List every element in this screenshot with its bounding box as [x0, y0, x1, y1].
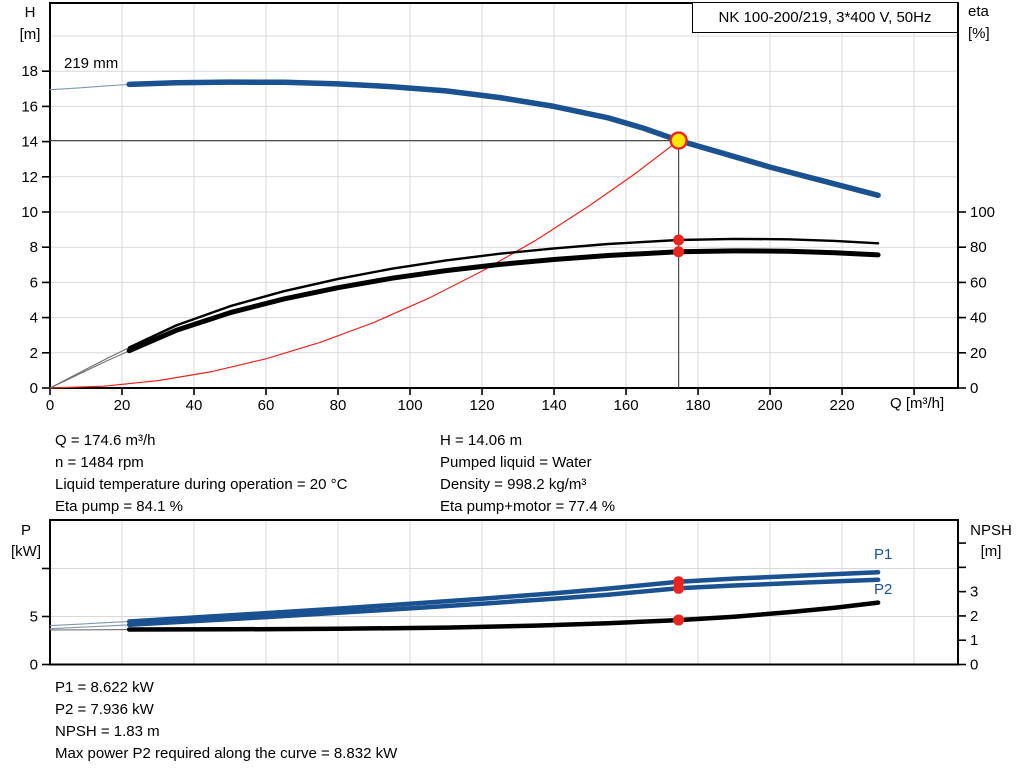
eta-axis-unit: [%] [968, 25, 990, 42]
y-left-tick-label: 14 [21, 134, 38, 151]
eta-pump-curve [127, 237, 880, 349]
npsh-curve-lead [49, 628, 134, 631]
y-left-tick-label: 6 [30, 274, 38, 291]
npsh-axis-label: NPSH [970, 522, 1012, 539]
x-tick-label: 0 [46, 397, 54, 414]
power-info: P1 = 8.622 kW P2 = 7.936 kW NPSH = 1.83 … [55, 677, 397, 765]
info-p1: P1 = 8.622 kW [55, 679, 154, 696]
y-left-tick-label: 18 [21, 63, 38, 80]
head-curve-lead [49, 83, 134, 91]
x-tick-label: 160 [614, 397, 639, 414]
y-left-tick-label: 2 [30, 345, 38, 362]
duty-info-left: Q = 174.6 m³/h n = 1484 rpm Liquid tempe… [55, 430, 347, 518]
head-capacity-chart: 0 20 40 60 80 100 120 140 160 180 200 2200246810121… [21, 2, 995, 414]
y-right-tick-label: 100 [970, 204, 995, 221]
duty-point [669, 131, 688, 150]
y-right-tick-label: 20 [970, 345, 987, 362]
y-right-tick-label: 80 [970, 239, 987, 256]
npsh-axis-unit: [m] [980, 543, 1002, 560]
y-right-tick-label: 60 [970, 274, 987, 291]
info-max-power: Max power P2 required along the curve = … [55, 745, 398, 762]
x-tick-label: 60 [258, 397, 275, 414]
info-npsh: NPSH = 1.83 m [55, 723, 160, 740]
y-right-tick-label: 2 [970, 608, 978, 625]
x-tick-label: 80 [330, 397, 347, 414]
y-right-tick-label: 40 [970, 310, 987, 327]
info-h: H = 14.06 m [440, 432, 523, 449]
p-axis-label: P [20, 522, 31, 539]
x-tick-label: 100 [398, 397, 423, 414]
info-eta-pump-motor: Eta pump+motor = 77.4 % [440, 498, 616, 515]
p1-curve [126, 570, 881, 624]
y-left-tick-label: 12 [21, 169, 38, 186]
info-q: Q = 174.6 m³/h [55, 432, 156, 449]
eta-pump-motor-curve [126, 248, 881, 354]
x-tick-label: 220 [830, 397, 855, 414]
npsh-point [673, 614, 685, 626]
duty-info-right: H = 14.06 m Pumped liquid = Water Densit… [440, 430, 615, 518]
y-right-tick-label: 1 [970, 632, 978, 649]
info-speed: n = 1484 rpm [55, 454, 144, 471]
x-tick-label: 200 [758, 397, 783, 414]
eta-pump-motor-point [673, 246, 685, 258]
eta-axis-label: eta [968, 3, 989, 20]
power-npsh-chart: 0 5 0 1 2 3 [30, 519, 978, 674]
x-tick-label: 180 [686, 397, 711, 414]
info-p2: P2 = 7.936 kW [55, 701, 154, 718]
eta-pump-curve-lead [49, 345, 134, 389]
y-left-tick-label: 8 [30, 239, 38, 256]
y-left-tick-label: 0 [30, 657, 38, 674]
x-tick-label: 140 [542, 397, 567, 414]
eta-pump-motor-curve-lead [49, 348, 134, 389]
y-right-tick-label: 0 [970, 380, 978, 397]
info-eta-pump: Eta pump = 84.1 % [55, 498, 183, 515]
npsh-curve [126, 600, 881, 632]
y-left-tick-label: 16 [21, 98, 38, 115]
h-axis-label: H [24, 4, 36, 21]
p1-curve-lead [49, 620, 134, 627]
chart-title: NK 100-200/219, 3*400 V, 50Hz [692, 2, 958, 33]
head-curve [126, 79, 881, 199]
p2-point [673, 582, 685, 594]
x-tick-label: 120 [470, 397, 495, 414]
system-curve [49, 139, 680, 389]
x-tick-label: 20 [114, 397, 131, 414]
p-axis-unit: [kW] [11, 543, 41, 560]
eta-pump-point [673, 234, 685, 246]
y-left-tick-label: 0 [30, 380, 38, 397]
p2-curve-label: P2 [874, 581, 893, 598]
plot-frame [49, 519, 959, 666]
x-tick-label: 40 [186, 397, 203, 414]
p1-curve-label: P1 [874, 546, 893, 563]
y-right-tick-label: 0 [970, 657, 978, 674]
y-left-tick-label: 4 [30, 310, 38, 327]
info-density: Density = 998.2 kg/m³ [440, 476, 587, 493]
info-liquid-temp: Liquid temperature during operation = 20… [55, 476, 348, 493]
info-pumped-liquid: Pumped liquid = Water [440, 454, 592, 471]
p2-curve [126, 577, 881, 628]
p2-curve-lead [49, 624, 134, 630]
impeller-size-label: 219 mm [64, 55, 119, 72]
y-left-tick-label: 5 [30, 608, 38, 625]
plot-frame [49, 2, 959, 389]
h-axis-unit: [m] [19, 26, 41, 43]
q-axis-label: Q [m³/h] [890, 395, 945, 412]
y-left-tick-label: 10 [21, 204, 38, 221]
y-right-tick-label: 3 [970, 584, 978, 601]
